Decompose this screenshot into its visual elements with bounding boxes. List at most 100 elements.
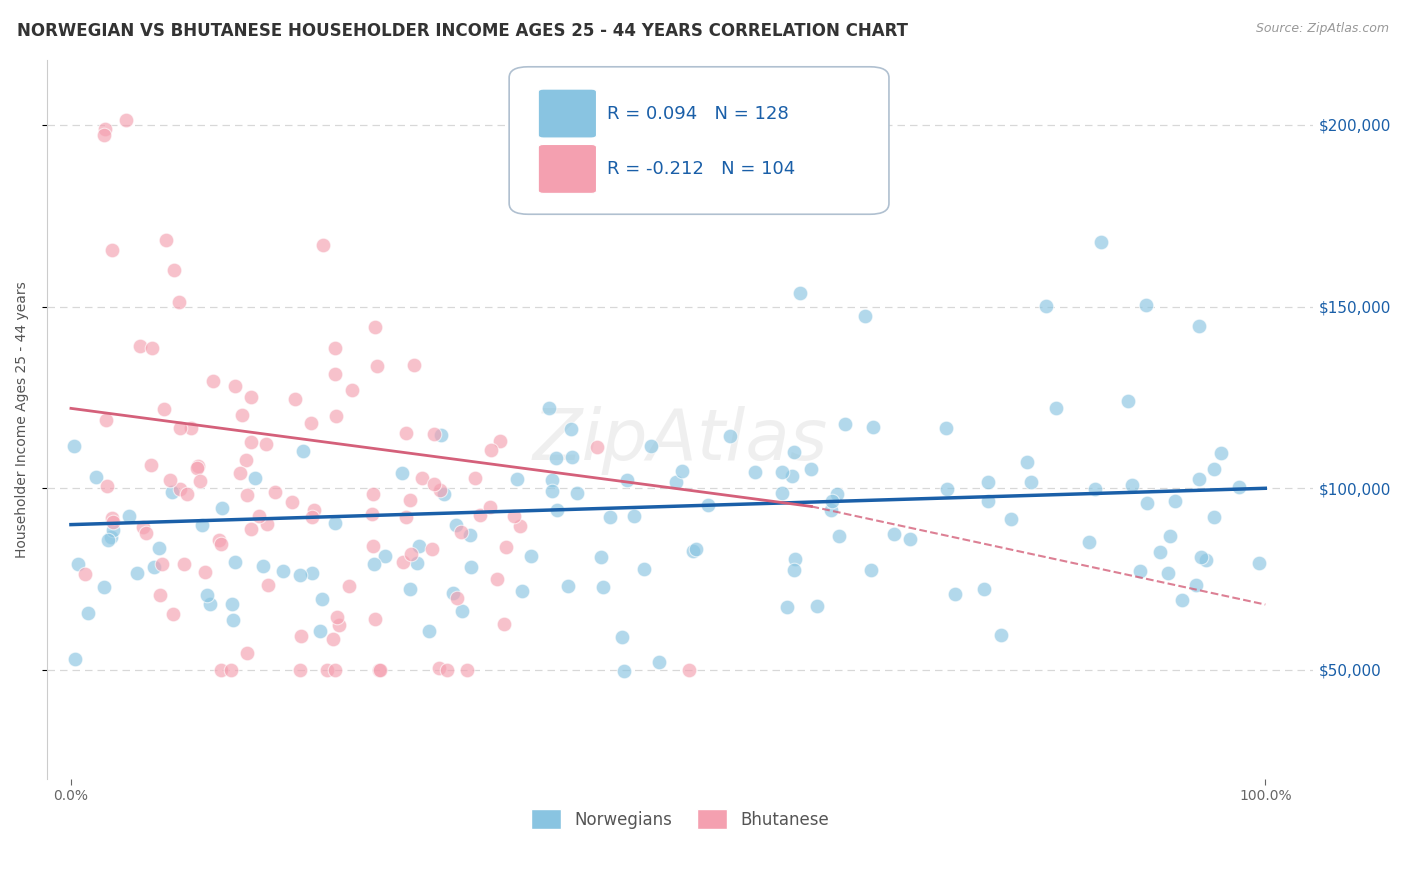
Point	[806, 599, 828, 613]
Point	[828, 529, 851, 543]
Point	[783, 552, 806, 566]
Point	[101, 523, 124, 537]
Point	[160, 485, 183, 500]
Point	[187, 459, 209, 474]
Point	[361, 507, 384, 521]
Point	[132, 520, 155, 534]
Point	[195, 588, 218, 602]
Point	[229, 467, 252, 481]
Point	[240, 522, 263, 536]
Point	[1000, 512, 1022, 526]
Point	[252, 558, 274, 573]
Point	[1035, 300, 1057, 314]
Point	[898, 532, 921, 546]
Point	[180, 420, 202, 434]
Point	[141, 458, 163, 472]
Point	[860, 563, 883, 577]
Point	[198, 597, 221, 611]
Text: R = -0.212   N = 104: R = -0.212 N = 104	[606, 160, 794, 178]
Point	[322, 632, 344, 647]
Point	[883, 526, 905, 541]
Point	[190, 518, 212, 533]
FancyBboxPatch shape	[538, 145, 596, 194]
Point	[678, 663, 700, 677]
Point	[301, 566, 323, 581]
Point	[800, 462, 823, 476]
Point	[1149, 545, 1171, 559]
Point	[560, 422, 582, 436]
Point	[599, 510, 621, 524]
Point	[503, 508, 526, 523]
Point	[464, 470, 486, 484]
Point	[682, 543, 704, 558]
Point	[973, 582, 995, 596]
Point	[665, 475, 688, 490]
FancyBboxPatch shape	[509, 67, 889, 214]
Point	[342, 384, 364, 398]
Y-axis label: Householder Income Ages 25 - 44 years: Householder Income Ages 25 - 44 years	[15, 281, 30, 558]
Point	[236, 488, 259, 502]
Point	[150, 558, 173, 572]
Point	[135, 526, 157, 541]
Point	[101, 244, 124, 258]
Point	[1136, 496, 1159, 510]
Point	[450, 525, 472, 540]
Point	[62, 439, 84, 453]
Point	[591, 549, 613, 564]
Point	[444, 517, 467, 532]
Point	[616, 473, 638, 487]
Point	[263, 484, 285, 499]
Point	[364, 320, 387, 334]
Point	[117, 509, 139, 524]
Point	[671, 464, 693, 478]
Point	[1227, 480, 1250, 494]
Point	[374, 549, 396, 564]
Point	[73, 566, 96, 581]
Point	[613, 664, 636, 678]
Point	[188, 474, 211, 488]
Point	[623, 509, 645, 524]
Point	[540, 484, 562, 499]
Point	[506, 471, 529, 485]
Point	[441, 586, 464, 600]
Point	[368, 663, 391, 677]
Point	[1116, 394, 1139, 409]
Text: ZipAtlas: ZipAtlas	[533, 407, 828, 475]
Point	[94, 413, 117, 427]
Point	[1184, 578, 1206, 592]
Point	[436, 663, 458, 677]
Point	[855, 310, 877, 324]
Point	[1017, 454, 1039, 468]
Point	[125, 566, 148, 581]
Point	[128, 338, 150, 352]
Point	[821, 494, 844, 508]
Point	[1202, 510, 1225, 524]
Point	[100, 511, 122, 525]
Point	[284, 392, 307, 407]
Point	[399, 493, 422, 508]
Point	[783, 445, 806, 459]
Text: Source: ZipAtlas.com: Source: ZipAtlas.com	[1256, 22, 1389, 36]
Point	[1090, 235, 1112, 249]
Point	[1019, 475, 1042, 490]
Point	[544, 450, 567, 465]
Point	[420, 542, 443, 557]
Point	[100, 530, 122, 544]
Point	[231, 408, 253, 422]
Point	[163, 262, 186, 277]
Point	[363, 557, 385, 571]
Point	[1188, 472, 1211, 486]
Point	[610, 630, 633, 644]
Point	[935, 483, 957, 497]
Point	[96, 479, 118, 493]
Point	[478, 500, 501, 514]
FancyBboxPatch shape	[538, 89, 596, 138]
Point	[685, 542, 707, 557]
Point	[66, 557, 89, 571]
Point	[592, 580, 614, 594]
Point	[648, 655, 671, 669]
Point	[281, 495, 304, 509]
Point	[399, 547, 422, 561]
Point	[169, 482, 191, 496]
Point	[495, 540, 517, 554]
